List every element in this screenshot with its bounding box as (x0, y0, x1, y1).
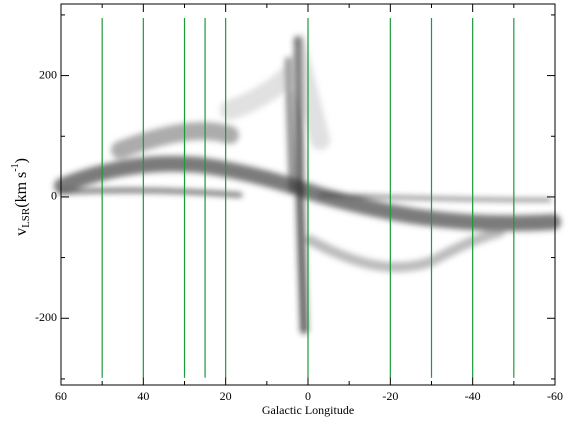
x-tick-label: 40 (137, 389, 149, 403)
x-tick-label: -60 (547, 389, 563, 403)
x-tick-label: -20 (382, 389, 398, 403)
y-label-superscript: -1 (10, 163, 21, 171)
y-label-subscript: LSR (20, 207, 32, 228)
x-tick-label: 0 (305, 389, 311, 403)
y-label-symbol: v (13, 228, 30, 236)
y-tick-label: -200 (35, 310, 57, 324)
x-tick-label: 60 (55, 389, 67, 403)
y-label-unit: (km s (13, 172, 30, 208)
emission-image (54, 31, 561, 334)
x-axis-label: Galactic Longitude (262, 403, 354, 417)
x-tick-label: -40 (465, 389, 481, 403)
x-tick-label: 20 (220, 389, 232, 403)
y-label-close: ) (13, 158, 30, 163)
y-tick-label: 0 (51, 189, 57, 203)
y-tick-label: 200 (39, 67, 57, 81)
y-axis-label: vLSR(km s-1) (10, 158, 31, 236)
